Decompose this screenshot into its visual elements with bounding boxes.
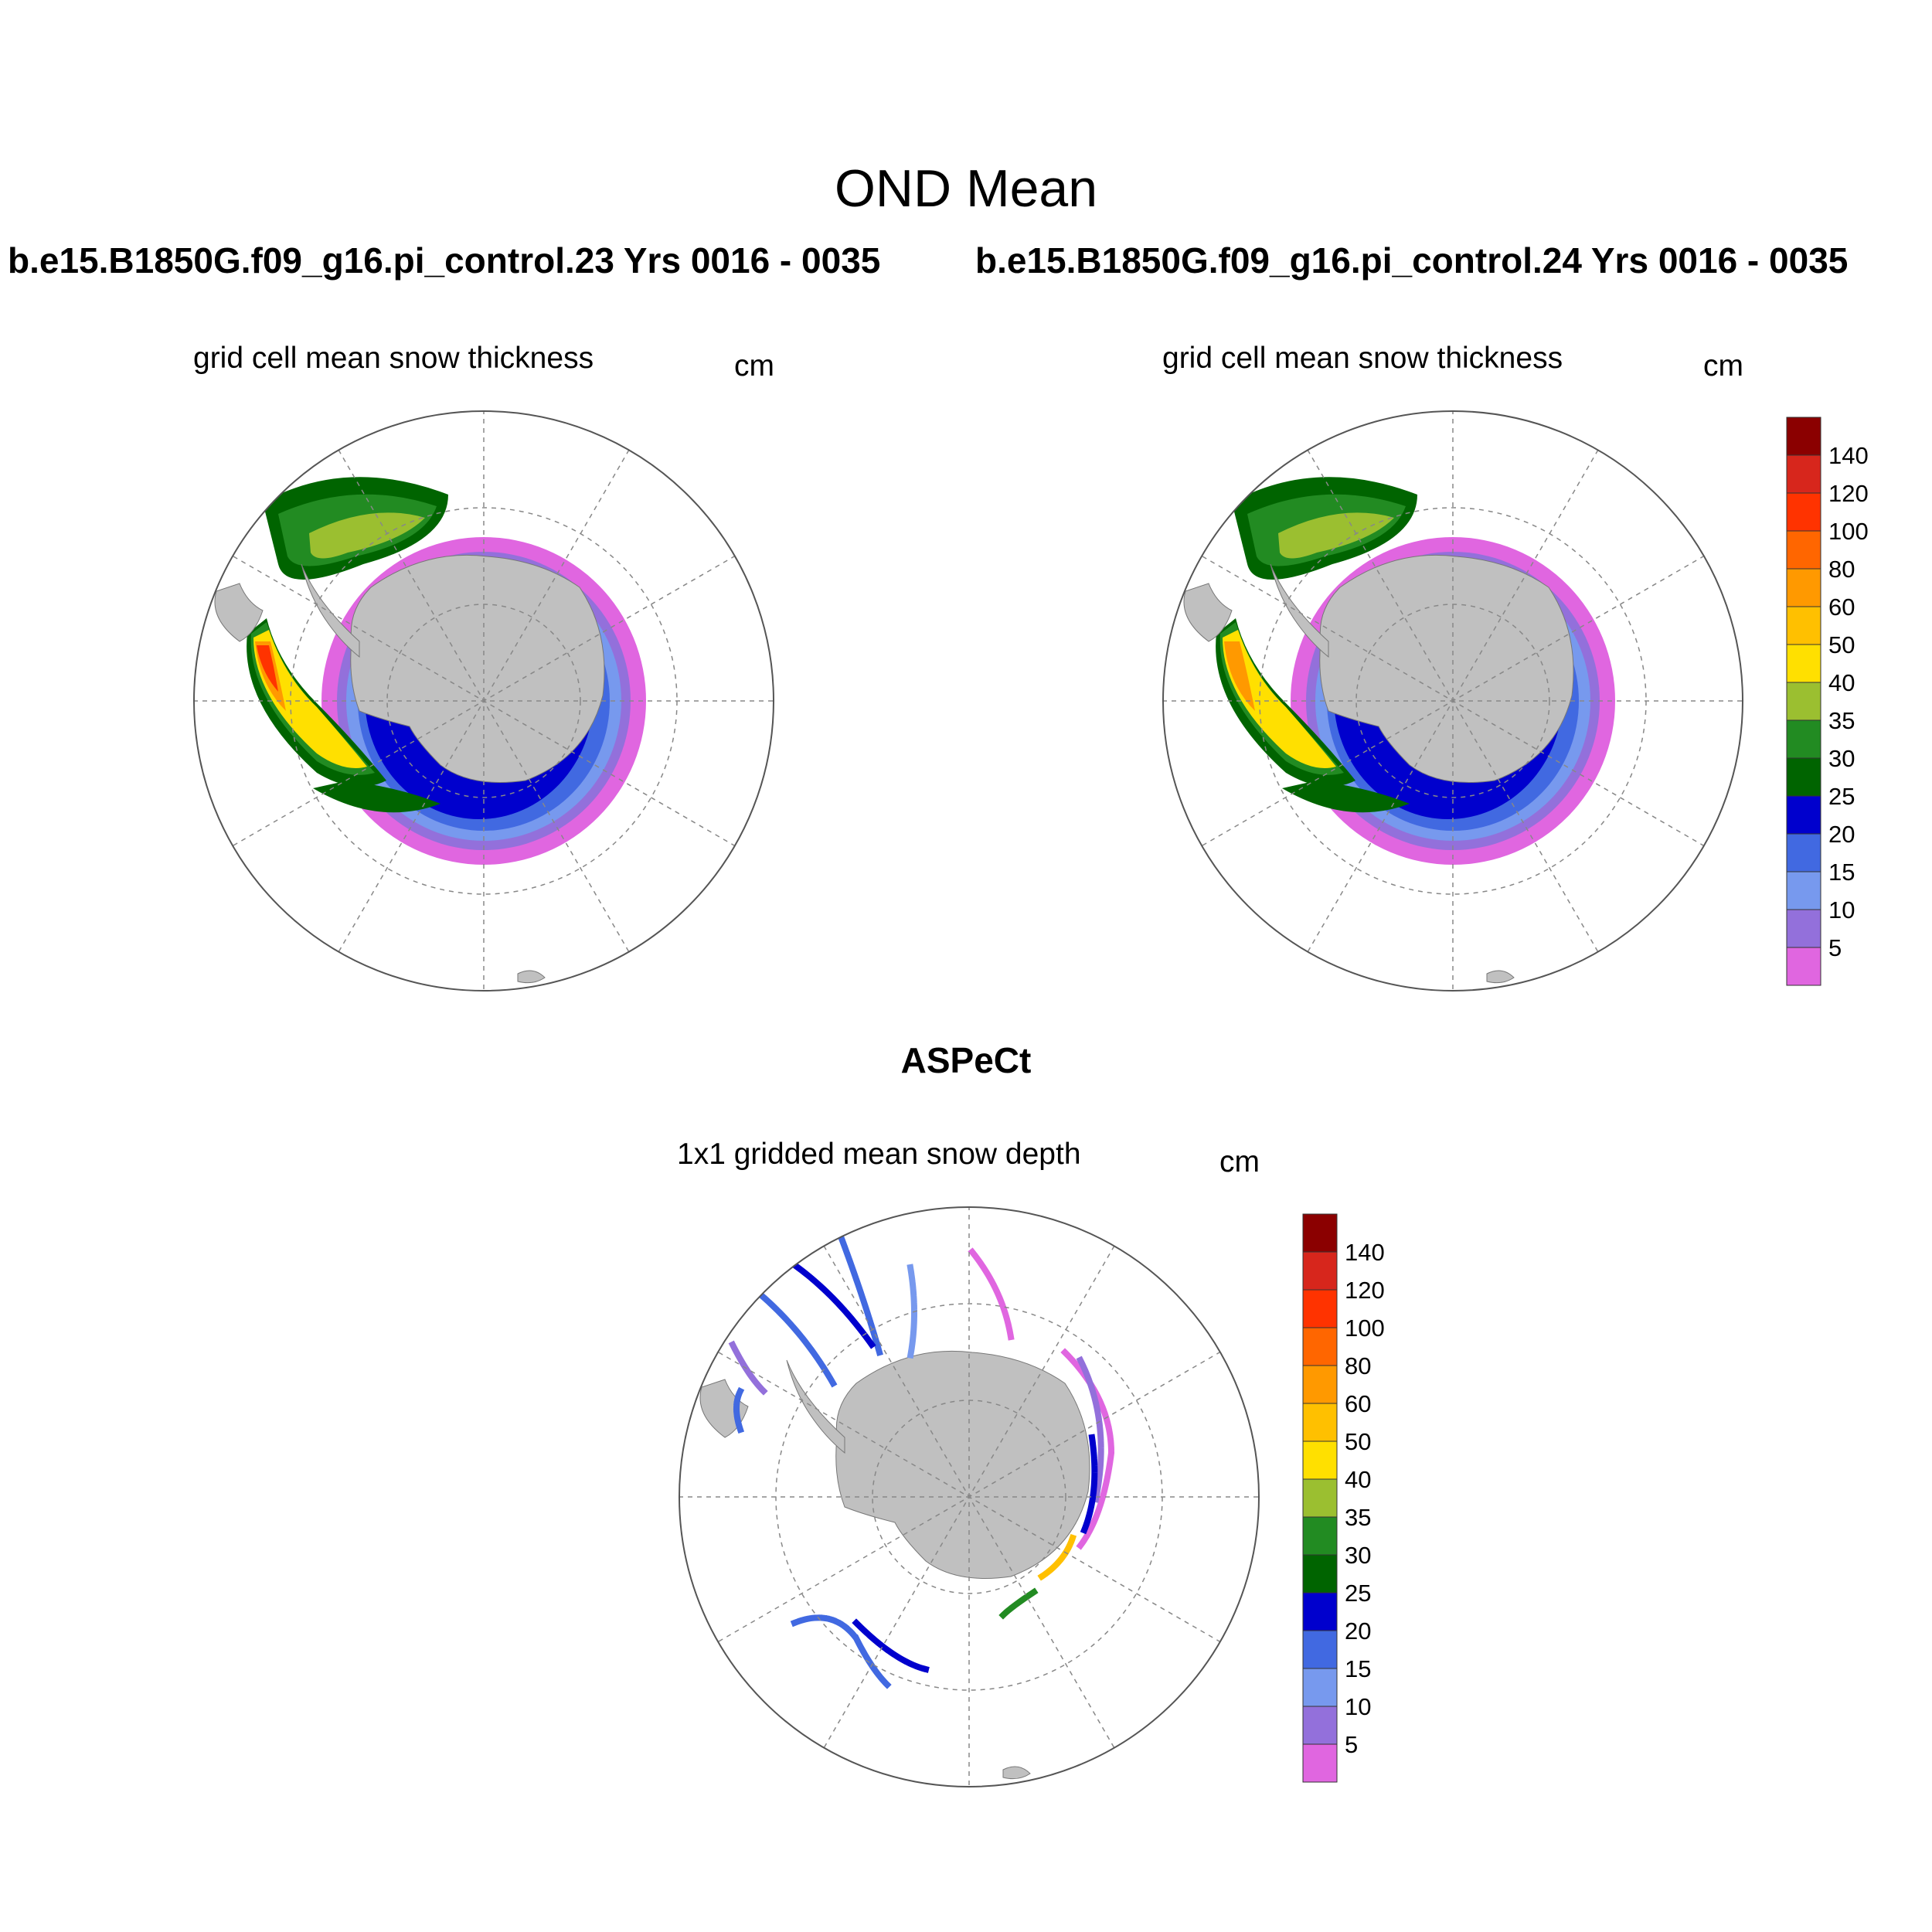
colorbar-swatch <box>1786 530 1821 570</box>
map-panel-1 <box>193 410 774 992</box>
colorbar-swatch <box>1302 1403 1338 1442</box>
colorbar-label: 60 <box>1828 594 1855 621</box>
colorbar-label: 40 <box>1828 669 1855 696</box>
colorbar-swatch <box>1786 909 1821 948</box>
colorbar-swatch <box>1786 719 1821 759</box>
antarctica-land <box>699 1350 1090 1780</box>
colorbar-swatch <box>1786 454 1821 494</box>
colorbar-bottom: 140 120 100 80 60 50 40 35 30 25 20 15 10 5 <box>1302 1213 1385 1783</box>
colorbar-swatch <box>1786 757 1821 797</box>
colorbar-swatch <box>1302 1289 1338 1328</box>
colorbar-label: 30 <box>1828 745 1855 772</box>
colorbar-label: 80 <box>1828 556 1855 583</box>
map-panel-obs <box>679 1206 1260 1787</box>
panel1-units: cm <box>734 349 774 383</box>
colorbar-label: 120 <box>1345 1277 1385 1304</box>
colorbar-swatch <box>1302 1516 1338 1556</box>
colorbar-label: 120 <box>1828 480 1869 507</box>
colorbar-swatch <box>1302 1630 1338 1669</box>
colorbar-label: 20 <box>1828 821 1855 848</box>
panel1-subtitle: grid cell mean snow thickness <box>193 342 594 375</box>
colorbar-label: 10 <box>1828 896 1855 923</box>
colorbar-label: 20 <box>1345 1617 1371 1645</box>
colorbar-swatch <box>1302 1743 1338 1783</box>
panel2-subtitle: grid cell mean snow thickness <box>1162 342 1563 375</box>
colorbar-label: 140 <box>1828 442 1869 469</box>
colorbar-label: 25 <box>1828 783 1855 810</box>
colorbar-swatch <box>1302 1440 1338 1480</box>
colorbar-swatch <box>1786 644 1821 683</box>
antarctica-land <box>214 554 605 984</box>
colorbar-swatch <box>1786 568 1821 607</box>
colorbar-label: 100 <box>1345 1315 1385 1342</box>
colorbar-label: 10 <box>1345 1693 1371 1720</box>
graticule <box>194 411 774 991</box>
colorbar-label: 80 <box>1345 1352 1371 1379</box>
colorbar-label: 15 <box>1345 1655 1371 1682</box>
panel2-units: cm <box>1703 349 1743 383</box>
colorbar-swatch <box>1302 1554 1338 1594</box>
colorbar-swatch <box>1786 682 1821 721</box>
colorbar-label: 5 <box>1345 1731 1358 1758</box>
colorbar-swatch <box>1302 1668 1338 1707</box>
antarctica-land <box>1183 554 1574 984</box>
panel1-run-title: b.e15.B1850G.f09_g16.pi_control.23 Yrs 0… <box>8 240 881 281</box>
colorbar-label: 15 <box>1828 859 1855 886</box>
colorbar-label: 100 <box>1828 518 1869 545</box>
colorbar-top: 140 120 100 80 60 50 40 35 30 25 20 15 10 5 <box>1786 417 1869 986</box>
colorbar-label: 30 <box>1345 1542 1371 1569</box>
colorbar-swatch <box>1302 1327 1338 1366</box>
colorbar-swatch <box>1302 1478 1338 1518</box>
main-title: OND Mean <box>834 159 1098 218</box>
colorbar-swatch <box>1786 417 1821 456</box>
colorbar-swatch <box>1302 1592 1338 1631</box>
colorbar-swatch <box>1786 833 1821 872</box>
graticule <box>679 1207 1259 1787</box>
colorbar-label: 35 <box>1345 1504 1371 1531</box>
colorbar-swatch <box>1302 1213 1338 1253</box>
graticule <box>1163 411 1743 991</box>
colorbar-swatch <box>1786 795 1821 835</box>
panel2-run-title: b.e15.B1850G.f09_g16.pi_control.24 Yrs 0… <box>975 240 1849 281</box>
colorbar-swatch <box>1302 1365 1338 1404</box>
colorbar-label: 35 <box>1828 707 1855 734</box>
colorbar-label: 60 <box>1345 1390 1371 1417</box>
colorbar-swatch <box>1302 1251 1338 1291</box>
obs-subtitle: 1x1 gridded mean snow depth <box>677 1138 1081 1171</box>
colorbar-label: 50 <box>1828 631 1855 658</box>
colorbar-swatch <box>1786 871 1821 910</box>
colorbar-label: 140 <box>1345 1239 1385 1266</box>
colorbar-swatch <box>1786 947 1821 986</box>
colorbar-label: 25 <box>1345 1580 1371 1607</box>
obs-title: ASPeCt <box>900 1040 1032 1080</box>
colorbar-swatch <box>1786 492 1821 532</box>
colorbar-label: 50 <box>1345 1428 1371 1455</box>
obs-units: cm <box>1219 1145 1260 1179</box>
colorbar-swatch <box>1786 606 1821 645</box>
colorbar-label: 40 <box>1345 1466 1371 1493</box>
colorbar-label: 5 <box>1828 934 1842 961</box>
ship-track-observations <box>728 1232 1115 1689</box>
colorbar-swatch <box>1302 1706 1338 1745</box>
map-panel-2 <box>1162 410 1743 992</box>
